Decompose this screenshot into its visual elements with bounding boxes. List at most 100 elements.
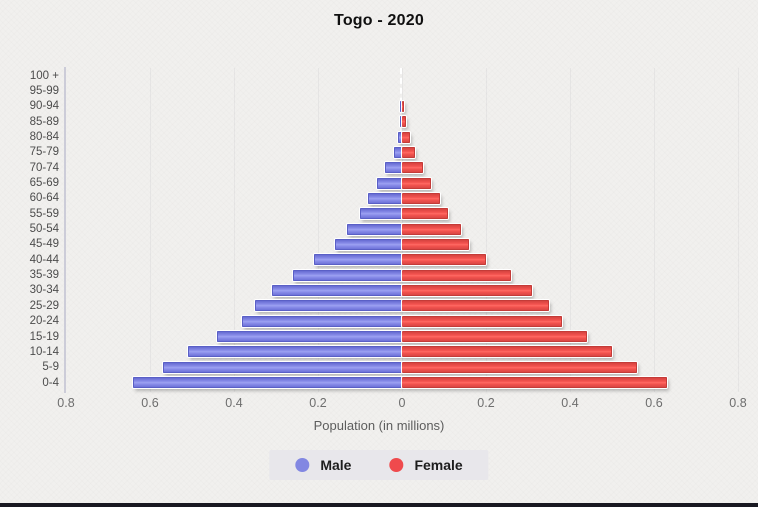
age-group-label: 50-54: [29, 223, 59, 236]
female-bar-65-69[interactable]: [402, 177, 431, 189]
pyramid-row-65-69: 65-69: [0, 175, 758, 190]
x-tick-label: 0.8: [729, 396, 747, 410]
age-group-label: 40-44: [29, 253, 59, 266]
male-bar-0-4[interactable]: [133, 377, 402, 389]
legend: Male Female: [269, 450, 489, 480]
age-group-label: 35-39: [29, 269, 59, 282]
legend-item-male[interactable]: Male: [295, 457, 351, 473]
male-bar-15-19[interactable]: [217, 331, 402, 343]
age-group-label: 95-99: [29, 85, 59, 98]
pyramid-row-50-54: 50-54: [0, 221, 758, 236]
female-bar-40-44[interactable]: [402, 254, 486, 266]
pyramid-row-60-64: 60-64: [0, 191, 758, 206]
pyramid-row-55-59: 55-59: [0, 206, 758, 221]
male-bar-65-69[interactable]: [377, 177, 402, 189]
female-bar-10-14[interactable]: [402, 346, 612, 358]
female-bar-0-4[interactable]: [402, 377, 667, 389]
male-bar-55-59[interactable]: [360, 208, 402, 220]
male-bar-25-29[interactable]: [255, 300, 402, 312]
pyramid-row-5-9: 5-9: [0, 360, 758, 375]
female-legend-dot-icon: [389, 458, 404, 472]
pyramid-row-15-19: 15-19: [0, 329, 758, 344]
gridline: [234, 68, 235, 392]
female-bar-75-79[interactable]: [402, 146, 415, 158]
male-bar-20-24[interactable]: [242, 315, 402, 327]
age-group-label: 55-59: [29, 207, 59, 220]
pyramid-row-80-84: 80-84: [0, 129, 758, 144]
pyramid-row-100: 100 +: [0, 68, 758, 83]
male-bar-50-54[interactable]: [347, 223, 402, 235]
pyramid-row-85-89: 85-89: [0, 114, 758, 129]
gridline: [486, 68, 487, 392]
male-bar-40-44[interactable]: [314, 254, 402, 266]
female-bar-15-19[interactable]: [402, 331, 587, 343]
y-axis-line: [64, 67, 66, 393]
pyramid-rows: 100 + 95-99 90-94 85-89 80-84 75-79 70-74 65-69…: [0, 68, 758, 390]
female-bar-20-24[interactable]: [402, 315, 562, 327]
age-group-label: 100 +: [29, 69, 59, 82]
female-bar-85-89[interactable]: [402, 116, 406, 128]
bottom-border-strip: [0, 503, 758, 507]
pyramid-row-0-4: 0-4: [0, 375, 758, 390]
age-group-label: 85-89: [29, 115, 59, 128]
x-tick-label: 0.8: [57, 396, 75, 410]
age-group-label: 20-24: [29, 315, 59, 328]
age-group-label: 25-29: [29, 299, 59, 312]
pyramid-row-30-34: 30-34: [0, 283, 758, 298]
pyramid-row-20-24: 20-24: [0, 314, 758, 329]
male-bar-90-94[interactable]: [400, 100, 402, 112]
legend-item-female[interactable]: Female: [389, 457, 463, 473]
female-bar-60-64[interactable]: [402, 192, 440, 204]
female-bar-70-74[interactable]: [402, 162, 423, 174]
male-bar-70-74[interactable]: [385, 162, 402, 174]
male-bar-5-9[interactable]: [163, 361, 402, 373]
male-bar-80-84[interactable]: [398, 131, 402, 143]
age-group-label: 65-69: [29, 177, 59, 190]
age-group-label: 90-94: [29, 100, 59, 113]
male-bar-45-49[interactable]: [335, 238, 402, 250]
x-tick-label: 0.4: [225, 396, 243, 410]
female-bar-45-49[interactable]: [402, 238, 469, 250]
x-tick-label: 0: [398, 396, 406, 410]
male-bar-75-79[interactable]: [394, 146, 402, 158]
male-bar-60-64[interactable]: [368, 192, 402, 204]
age-group-label: 70-74: [29, 161, 59, 174]
pyramid-row-70-74: 70-74: [0, 160, 758, 175]
chart-title: Togo - 2020: [334, 12, 424, 29]
age-group-label: 15-19: [29, 330, 59, 343]
gridline: [738, 68, 739, 392]
age-group-label: 80-84: [29, 131, 59, 144]
female-bar-55-59[interactable]: [402, 208, 448, 220]
female-bar-90-94[interactable]: [402, 100, 404, 112]
age-group-label: 0-4: [42, 376, 59, 389]
gridline: [570, 68, 571, 392]
pyramid-row-10-14: 10-14: [0, 344, 758, 359]
male-bar-35-39[interactable]: [293, 269, 402, 281]
x-tick-label: 0.2: [477, 396, 495, 410]
female-bar-25-29[interactable]: [402, 300, 549, 312]
pyramid-row-75-79: 75-79: [0, 145, 758, 160]
female-bar-30-34[interactable]: [402, 284, 532, 296]
female-bar-35-39[interactable]: [402, 269, 511, 281]
male-bar-85-89[interactable]: [400, 116, 402, 128]
age-group-label: 60-64: [29, 192, 59, 205]
gridline: [150, 68, 151, 392]
female-bar-5-9[interactable]: [402, 361, 637, 373]
pyramid-row-90-94: 90-94: [0, 99, 758, 114]
male-bar-10-14[interactable]: [188, 346, 402, 358]
female-legend-label: Female: [414, 457, 463, 473]
age-group-label: 45-49: [29, 238, 59, 251]
female-bar-80-84[interactable]: [402, 131, 410, 143]
x-tick-label: 0.2: [309, 396, 327, 410]
male-bar-30-34[interactable]: [272, 284, 402, 296]
male-legend-dot-icon: [295, 458, 310, 472]
female-bar-50-54[interactable]: [402, 223, 461, 235]
x-axis-ticks: 0.8 0.6 0.4 0.2 0 0.2 0.4 0.6 0.8: [0, 396, 758, 410]
gridline: [318, 68, 319, 392]
x-axis-title: Population (in millions): [313, 418, 445, 433]
pyramid-row-45-49: 45-49: [0, 237, 758, 252]
pyramid-row-25-29: 25-29: [0, 298, 758, 313]
x-tick-label: 0.6: [645, 396, 663, 410]
male-legend-label: Male: [320, 457, 352, 473]
